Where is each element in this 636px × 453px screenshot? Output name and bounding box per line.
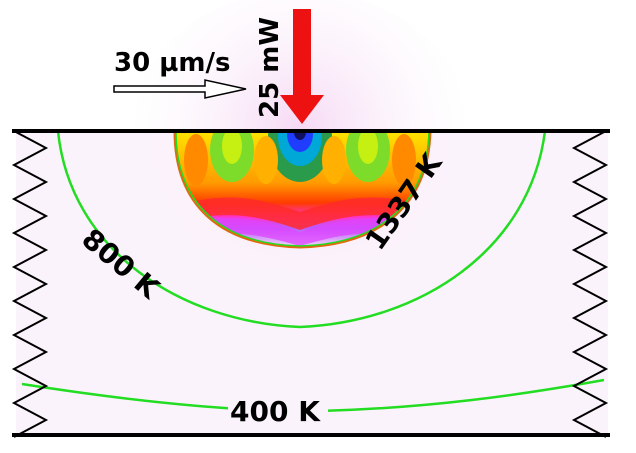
isotherm-800-line [56, 130, 547, 329]
scan-speed-label: 30 µm/s [114, 48, 230, 78]
melt-isotherm-line [175, 130, 430, 247]
isotherm-400-label: 400 K [230, 395, 321, 428]
scan-direction-arrow-icon [113, 79, 247, 99]
laser-beam-arrow-icon [280, 9, 324, 124]
melt-pool-outline [173, 130, 432, 249]
left-zigzag-icon [11, 130, 49, 438]
laser-power-label: 25 mW [255, 17, 285, 118]
right-zigzag-icon [571, 130, 609, 438]
